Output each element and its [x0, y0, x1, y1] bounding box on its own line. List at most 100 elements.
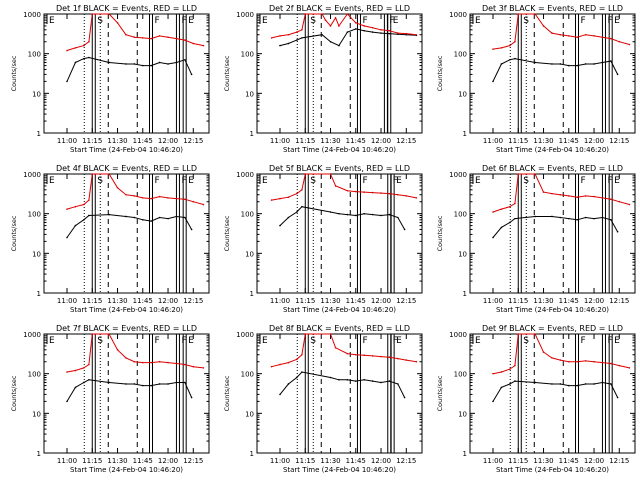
x-tick-label: 12:00	[158, 137, 178, 145]
data-point-events	[371, 31, 374, 33]
panel-title: Det 1f BLACK = Events, RED = LLD	[56, 4, 197, 13]
data-point-events	[279, 44, 281, 47]
data-point-events	[500, 386, 503, 389]
marker-label-f: F	[362, 336, 367, 346]
data-point-lld	[363, 25, 365, 27]
plot-frame	[43, 13, 210, 134]
data-point-lld	[108, 333, 110, 335]
marker-label-e: E	[396, 176, 402, 186]
data-point-events	[125, 215, 127, 218]
data-point-lld	[125, 33, 127, 36]
data-point-events	[301, 371, 303, 373]
data-point-events	[576, 64, 578, 67]
data-point-lld	[133, 195, 136, 197]
data-point-events	[354, 28, 357, 30]
data-point-lld	[158, 360, 161, 363]
y-tick-label: 1	[250, 450, 254, 458]
x-tick-label: 12:00	[371, 457, 391, 465]
y-tick-label: 1000	[236, 331, 254, 339]
data-point-lld	[91, 333, 94, 335]
x-tick-label: 11:15	[295, 297, 315, 305]
data-point-events	[380, 32, 382, 34]
x-tick-label: 12:15	[396, 457, 416, 465]
data-point-lld	[175, 362, 178, 365]
data-point-lld	[517, 333, 520, 335]
data-point-events	[125, 383, 127, 385]
x-tick-label: 11:30	[320, 137, 340, 145]
data-point-events	[388, 380, 391, 382]
data-point-lld	[415, 197, 418, 199]
data-point-lld	[388, 29, 391, 32]
marker-label-e: E	[262, 176, 268, 186]
data-point-lld	[287, 361, 290, 364]
x-tick-label: 12:15	[609, 297, 629, 305]
data-point-events	[338, 379, 340, 381]
data-point-lld	[551, 357, 553, 359]
data-point-events	[363, 29, 365, 32]
data-point-lld	[125, 357, 127, 359]
data-point-lld	[279, 197, 281, 200]
y-tick-label: 1000	[449, 11, 467, 19]
data-point-lld	[628, 367, 631, 369]
data-point-events	[514, 57, 516, 60]
data-point-lld	[576, 360, 578, 363]
series-line-events	[279, 206, 406, 230]
data-point-lld	[593, 35, 595, 37]
y-tick-label: 10	[32, 250, 41, 258]
x-tick-label: 11:15	[82, 297, 102, 305]
x-tick-label: 11:45	[559, 137, 579, 145]
data-point-events	[610, 60, 612, 62]
data-point-lld	[88, 40, 90, 43]
data-point-events	[287, 42, 290, 45]
data-point-lld	[415, 33, 418, 36]
data-point-lld	[116, 186, 119, 189]
data-point-lld	[301, 188, 303, 191]
data-point-events	[158, 216, 161, 219]
y-axis-label: Counts/sec	[436, 55, 444, 91]
x-axis-label: Start Time (24-Feb-04 10:46:20)	[496, 146, 609, 154]
data-point-lld	[500, 47, 503, 49]
data-point-lld	[202, 203, 205, 206]
data-point-lld	[184, 198, 186, 201]
data-point-lld	[88, 199, 90, 201]
data-point-lld	[175, 37, 178, 40]
data-point-lld	[559, 359, 562, 361]
x-tick-label: 11:00	[57, 457, 77, 465]
data-point-events	[593, 217, 595, 220]
data-point-lld	[517, 13, 520, 15]
data-point-lld	[610, 198, 612, 201]
x-axis-label: Start Time (24-Feb-04 10:46:20)	[70, 466, 183, 474]
marker-label-f: F	[607, 336, 612, 346]
data-point-lld	[371, 191, 374, 194]
x-tick-label: 12:15	[396, 297, 416, 305]
data-point-lld	[363, 191, 365, 193]
data-point-events	[576, 219, 578, 221]
data-point-events	[534, 61, 536, 64]
data-point-events	[363, 212, 365, 215]
data-point-lld	[405, 359, 408, 361]
marker-label-f: F	[155, 16, 160, 26]
data-point-lld	[542, 351, 545, 353]
x-axis-label: Start Time (24-Feb-04 10:46:20)	[283, 306, 396, 314]
data-point-lld	[150, 37, 152, 40]
y-tick-label: 1	[37, 290, 41, 298]
data-point-lld	[202, 44, 205, 47]
x-tick-label: 11:45	[559, 297, 579, 305]
data-point-events	[338, 44, 340, 47]
data-point-events	[150, 384, 152, 387]
data-point-lld	[334, 17, 337, 19]
y-tick-label: 10	[32, 410, 41, 418]
data-point-lld	[500, 208, 503, 210]
data-point-events	[576, 384, 578, 387]
x-tick-label: 11:00	[270, 297, 290, 305]
data-point-lld	[509, 44, 511, 47]
data-point-events	[601, 216, 604, 219]
marker-label-f: F	[607, 16, 612, 26]
data-point-lld	[567, 35, 570, 37]
data-point-events	[167, 217, 169, 220]
data-point-lld	[371, 26, 374, 29]
marker-label-e: E	[188, 336, 194, 346]
data-point-events	[66, 236, 68, 239]
data-point-events	[141, 64, 144, 67]
data-point-events	[601, 381, 604, 384]
